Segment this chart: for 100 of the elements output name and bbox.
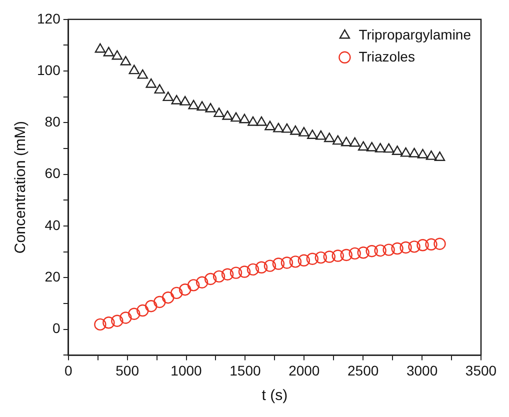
- point: [94, 318, 106, 331]
- point: [178, 283, 192, 296]
- point: [341, 136, 352, 146]
- legend-label: Tripropargylamine: [358, 26, 472, 42]
- point: [348, 247, 361, 260]
- point: [264, 260, 276, 272]
- point: [196, 101, 208, 111]
- point: [408, 148, 420, 158]
- point: [306, 252, 319, 265]
- point: [239, 114, 250, 124]
- x-tick-label: 2500: [348, 362, 379, 378]
- point: [145, 300, 158, 312]
- y-tick-label: 0: [52, 320, 61, 336]
- point: [255, 261, 268, 274]
- point: [416, 239, 429, 252]
- point: [282, 123, 292, 133]
- point: [102, 316, 115, 329]
- y-tick-label: 40: [44, 216, 61, 233]
- point: [146, 78, 156, 88]
- x-tick-label: 3500: [465, 362, 497, 378]
- point: [290, 125, 301, 135]
- point: [120, 56, 132, 66]
- x-axis-title: t (s): [262, 387, 288, 404]
- point: [180, 96, 190, 106]
- point: [238, 266, 251, 278]
- point: [246, 263, 260, 276]
- point: [230, 266, 242, 279]
- point: [434, 151, 446, 161]
- point: [187, 279, 200, 292]
- point: [332, 135, 344, 145]
- y-tick-label: 120: [37, 10, 61, 26]
- point: [332, 250, 344, 262]
- point: [307, 130, 318, 139]
- point: [154, 84, 165, 94]
- point: [221, 268, 234, 280]
- point: [222, 110, 233, 120]
- point: [162, 292, 174, 304]
- point: [323, 250, 336, 263]
- point: [417, 148, 428, 158]
- point: [188, 100, 199, 110]
- legend-label: Triazoles: [358, 48, 415, 64]
- point: [212, 270, 226, 283]
- point: [374, 142, 386, 152]
- point: [349, 137, 360, 147]
- point: [214, 108, 224, 118]
- y-tick-label: 80: [44, 114, 61, 130]
- point: [170, 286, 183, 300]
- point: [400, 241, 412, 254]
- point: [128, 64, 140, 74]
- point: [205, 102, 216, 112]
- point: [230, 112, 242, 122]
- point: [366, 142, 378, 152]
- x-tick-label: 2000: [288, 362, 320, 378]
- y-tick-label: 60: [44, 165, 61, 182]
- point: [392, 146, 403, 156]
- point: [357, 246, 370, 259]
- point: [298, 254, 310, 266]
- point: [374, 244, 386, 257]
- point: [383, 143, 394, 153]
- point: [340, 248, 352, 262]
- y-tick-label: 20: [44, 268, 61, 285]
- point: [111, 314, 124, 327]
- point: [324, 132, 335, 142]
- point: [366, 245, 378, 258]
- point: [280, 256, 294, 269]
- x-tick-label: 3000: [406, 362, 438, 378]
- point: [289, 256, 302, 268]
- point: [256, 116, 267, 126]
- point: [196, 276, 208, 288]
- x-tick-label: 1500: [230, 362, 261, 378]
- point: [128, 308, 140, 320]
- x-tick-label: 1000: [170, 362, 202, 378]
- point: [391, 242, 404, 255]
- point: [120, 312, 132, 324]
- y-axis-title: Concentration (mM): [12, 121, 30, 254]
- point: [314, 251, 327, 264]
- point: [273, 122, 284, 132]
- point: [408, 240, 420, 253]
- point: [103, 46, 114, 56]
- point: [248, 116, 258, 126]
- point: [426, 150, 437, 160]
- point: [162, 92, 174, 102]
- point: [204, 272, 217, 286]
- point: [358, 141, 369, 151]
- point: [171, 94, 182, 104]
- point: [136, 304, 149, 317]
- point: [137, 69, 148, 79]
- point: [434, 238, 446, 250]
- point: [112, 50, 123, 60]
- point: [400, 147, 412, 157]
- point: [382, 244, 395, 256]
- point: [298, 126, 310, 136]
- y-tick-label: 100: [37, 62, 61, 78]
- point: [316, 130, 326, 140]
- point: [272, 258, 285, 270]
- x-tick-label: 0: [64, 362, 72, 378]
- point: [264, 120, 276, 130]
- x-tick-label: 500: [116, 362, 140, 378]
- point: [94, 43, 106, 53]
- point: [425, 238, 438, 250]
